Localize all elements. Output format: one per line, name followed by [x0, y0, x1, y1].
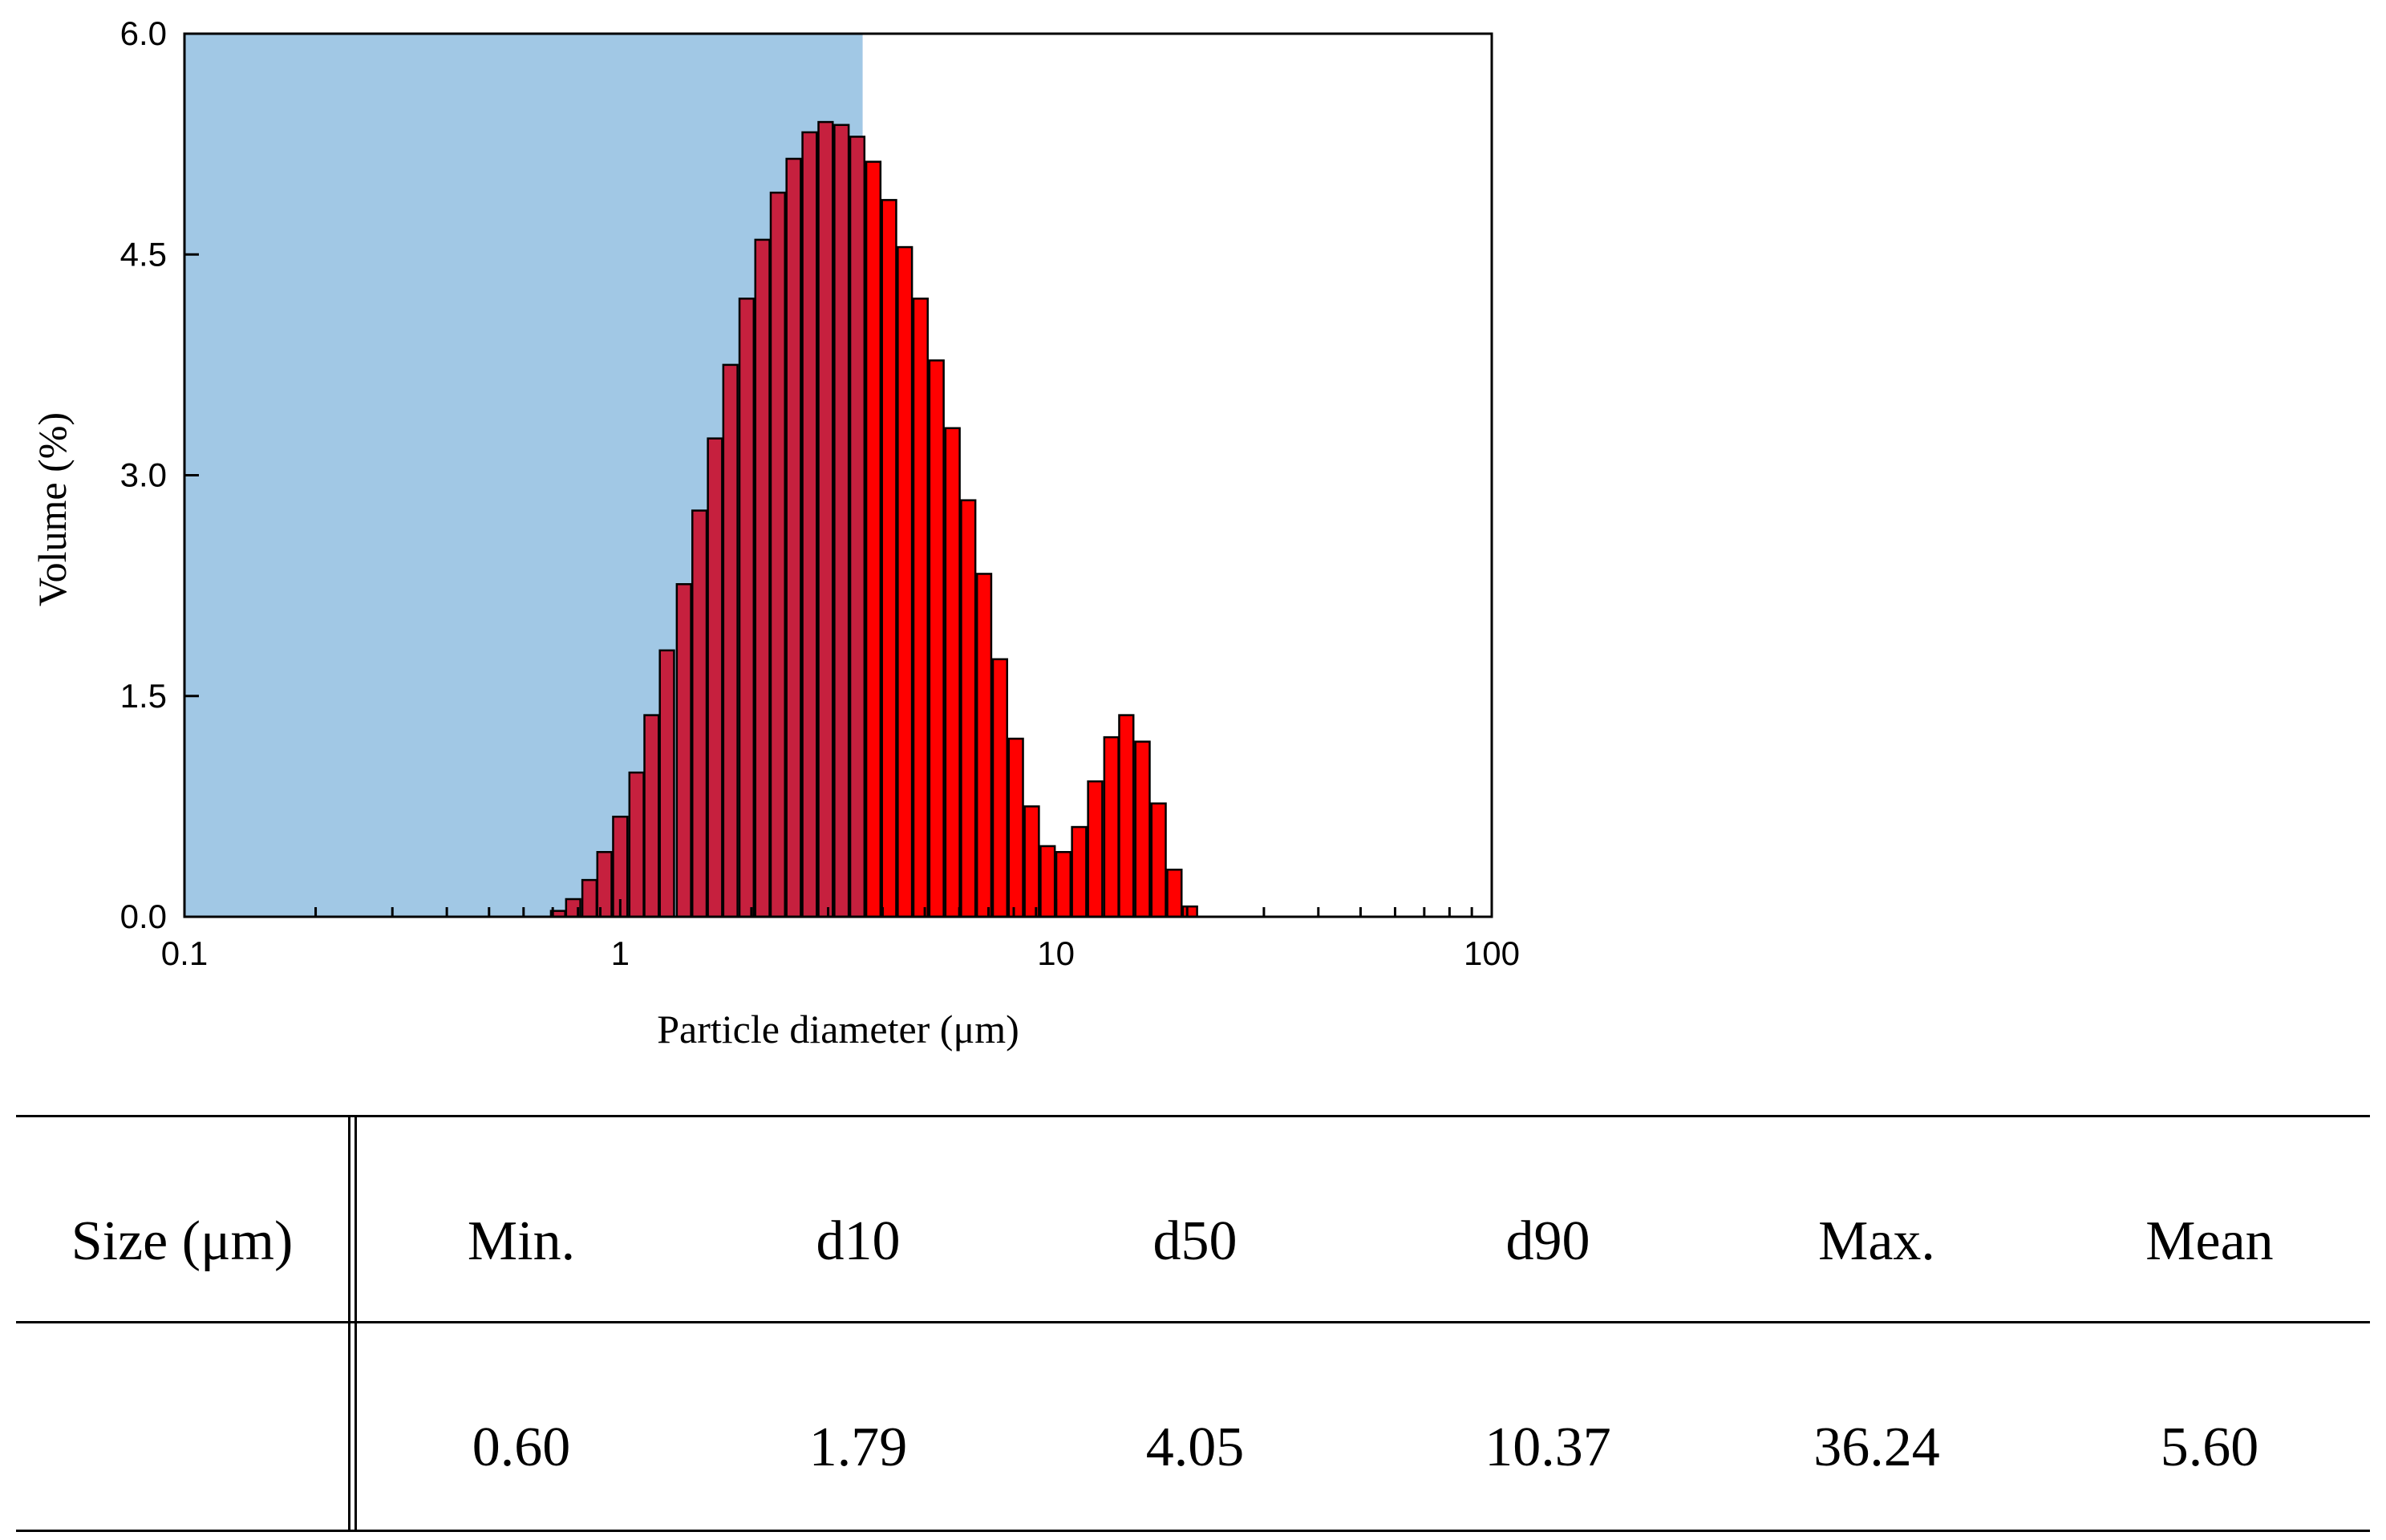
histogram-bar: [691, 509, 708, 918]
table-value-max: 36.24: [1813, 1416, 1940, 1478]
histogram-bar: [944, 427, 961, 918]
histogram-bar: [865, 160, 882, 918]
plot-area: [184, 34, 1198, 918]
y-tick-label: 6.0: [120, 14, 167, 52]
histogram-bar: [1023, 805, 1040, 918]
y-tick-label: 1.5: [120, 677, 167, 715]
histogram-bar: [628, 771, 645, 918]
histogram-bar: [707, 437, 723, 918]
histogram-bar: [1007, 737, 1024, 918]
x-tick-label: 0.1: [161, 934, 208, 972]
table-header-d50: d50: [1152, 1210, 1238, 1272]
histogram-bar: [1150, 802, 1167, 918]
histogram-bar: [596, 851, 613, 918]
y-tick-label: 0.0: [120, 898, 167, 935]
histogram-bar: [801, 131, 818, 918]
histogram-bar: [643, 714, 660, 918]
table-divider-left: [348, 1115, 350, 1532]
histogram-bar: [1055, 851, 1072, 918]
histogram-bar: [1134, 740, 1151, 918]
axes: 0.1 1 10 100 0.0 1.5 3.0 4.5 6.0: [120, 14, 1520, 972]
histogram-bar: [991, 658, 1009, 918]
x-axis-label: Particle diameter (μm): [657, 1007, 1019, 1052]
histogram-bar: [960, 499, 977, 918]
histogram-bar: [897, 245, 913, 918]
histogram-bar: [817, 120, 834, 918]
size-statistics-table: Size (μm) Min. d10 d50 d90 Max. Mean 0.6…: [16, 1115, 2370, 1532]
histogram-bar: [1118, 714, 1135, 918]
table-row-header: Size (μm): [71, 1210, 294, 1272]
table-value-d90: 10.37: [1485, 1416, 1611, 1478]
histogram-bar: [738, 298, 755, 918]
histogram-bar: [1039, 845, 1056, 918]
histogram-bar: [722, 363, 739, 918]
table-header-d10: d10: [816, 1210, 901, 1272]
histogram-bar: [1166, 869, 1183, 918]
y-axis-label: Volume (%): [30, 412, 75, 606]
histogram-bar: [849, 136, 866, 918]
histogram-bar: [975, 573, 993, 918]
histogram-bar: [1103, 736, 1120, 918]
x-tick-label: 10: [1037, 934, 1075, 972]
table-header-max: Max.: [1818, 1210, 1935, 1272]
histogram-bar: [881, 199, 897, 918]
histogram-bar: [1071, 825, 1088, 918]
table-header-d90: d90: [1505, 1210, 1590, 1272]
table-value-d50: 4.05: [1145, 1416, 1245, 1478]
histogram-bar: [769, 191, 786, 918]
table-header-mean: Mean: [2145, 1210, 2274, 1272]
table-value-min: 0.60: [472, 1416, 571, 1478]
histogram-bar: [658, 649, 675, 918]
particle-size-chart: 0.1 1 10 100 0.0 1.5 3.0 4.5 6.0 Particle diamet…: [30, 14, 1520, 1052]
histogram-bar: [912, 298, 929, 918]
y-tick-label: 4.5: [120, 235, 167, 273]
table-value-d10: 1.79: [808, 1416, 908, 1478]
x-tick-label: 1: [611, 934, 630, 972]
histogram-bar: [928, 359, 945, 918]
table-divider-right: [354, 1115, 357, 1532]
histogram-bar: [833, 124, 850, 918]
x-tick-label: 100: [1464, 934, 1520, 972]
histogram-bar: [675, 583, 692, 918]
table-value-mean: 5.60: [2160, 1416, 2259, 1478]
histogram-bar: [754, 238, 771, 918]
table-bottom-rule: [16, 1530, 2370, 1532]
histogram-bar: [1087, 780, 1104, 918]
y-tick-label: 3.0: [120, 456, 167, 494]
histogram-bar: [785, 157, 802, 918]
histogram-bar: [581, 878, 598, 918]
table-top-rule: [16, 1115, 2370, 1117]
table-header-min: Min.: [467, 1210, 576, 1272]
histogram-bar: [1181, 905, 1198, 918]
table-middle-rule: [16, 1321, 2370, 1323]
